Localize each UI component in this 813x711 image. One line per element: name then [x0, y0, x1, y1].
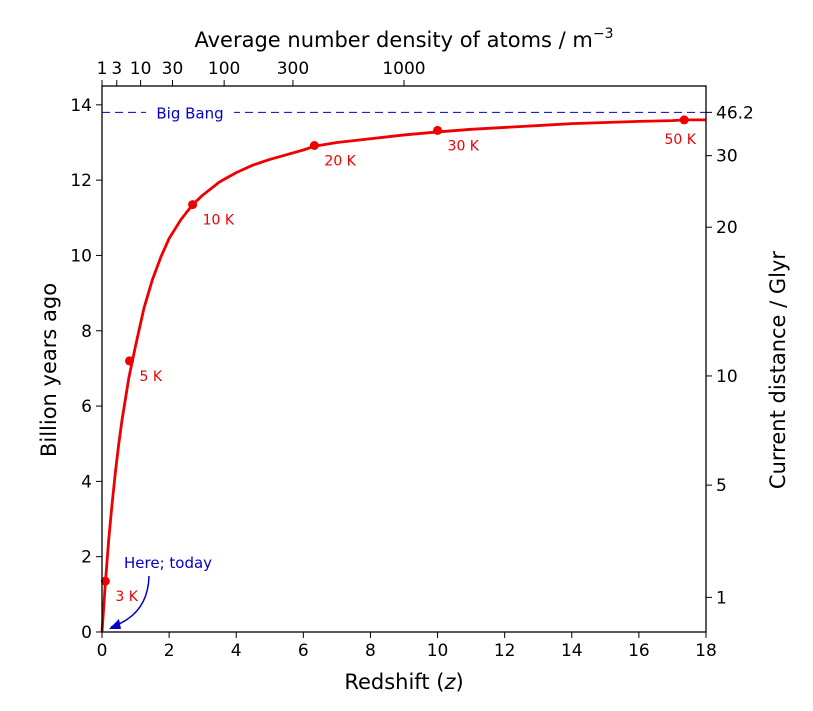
y-tick-label: 8 [81, 322, 92, 342]
right-axis-label: Current distance / Glyr [766, 251, 790, 489]
data-point [679, 115, 689, 125]
x-tick-label: 10 [427, 641, 449, 661]
x-tick-label: 14 [561, 641, 583, 661]
data-point [188, 200, 198, 210]
top-tick-label: 30 [162, 59, 184, 79]
temperature-label: 5 K [140, 369, 163, 385]
big-bang-label-bg [146, 102, 234, 123]
plot-frame [101, 85, 707, 633]
right-tick-label: 1 [716, 588, 727, 608]
right-tick-label: 10 [716, 367, 738, 387]
right-tick-label: 20 [716, 218, 738, 238]
data-point [433, 125, 443, 135]
here-today-label: Here; today [124, 554, 212, 572]
data-point [309, 140, 319, 150]
top-tick-label: 1000 [382, 59, 425, 79]
big-bang-layer: Big Bang [102, 102, 706, 123]
right-tick-label: 5 [716, 476, 727, 496]
x-tick-label: 8 [365, 641, 376, 661]
top-tick-label: 3 [111, 59, 122, 79]
temperature-label: 3 K [115, 589, 138, 605]
temperature-label: 50 K [664, 132, 696, 148]
y-tick-label: 2 [81, 548, 92, 568]
right-tick-label: 30 [716, 147, 738, 167]
series-layer [100, 118, 706, 633]
y-tick-label: 10 [70, 246, 92, 266]
y-tick-label: 0 [81, 623, 92, 643]
points-layer: 3 K 5 K 10 K 20 K 30 K 50 K [100, 115, 697, 605]
top-tick-label: 1 [97, 59, 108, 79]
x-tick-label: 12 [494, 641, 516, 661]
y-tick-label: 6 [81, 397, 92, 417]
big-bang-label: Big Bang [156, 104, 223, 122]
data-point [125, 356, 135, 366]
x-tick-label: 0 [97, 641, 108, 661]
annotation-layer: Here; today [109, 554, 212, 629]
x-tick-label: 4 [231, 641, 242, 661]
right-tick-label: 46.2 [716, 103, 754, 123]
top-tick-label: 100 [208, 59, 240, 79]
x-tick-label: 2 [164, 641, 175, 661]
top-tick-label: 10 [130, 59, 152, 79]
top-axis-label: Average number density of atoms / m−3 [194, 26, 613, 52]
x-tick-label: 16 [628, 641, 650, 661]
here-today-arrowhead [109, 619, 121, 629]
x-axis-label: Redshift (z) [344, 670, 463, 694]
y-axis-label: Billion years ago [37, 283, 61, 457]
temperature-label: 20 K [324, 153, 356, 169]
temperature-label: 10 K [203, 213, 235, 229]
series-line-lookback-time [100, 118, 706, 633]
y-tick-label: 14 [70, 96, 92, 116]
x-tick-label: 6 [298, 641, 309, 661]
top-tick-label: 300 [277, 59, 309, 79]
data-point [100, 576, 110, 586]
temperature-label: 30 K [448, 138, 480, 154]
y-tick-label: 4 [81, 472, 92, 492]
x-tick-label: 18 [695, 641, 717, 661]
y-tick-label: 12 [70, 171, 92, 191]
